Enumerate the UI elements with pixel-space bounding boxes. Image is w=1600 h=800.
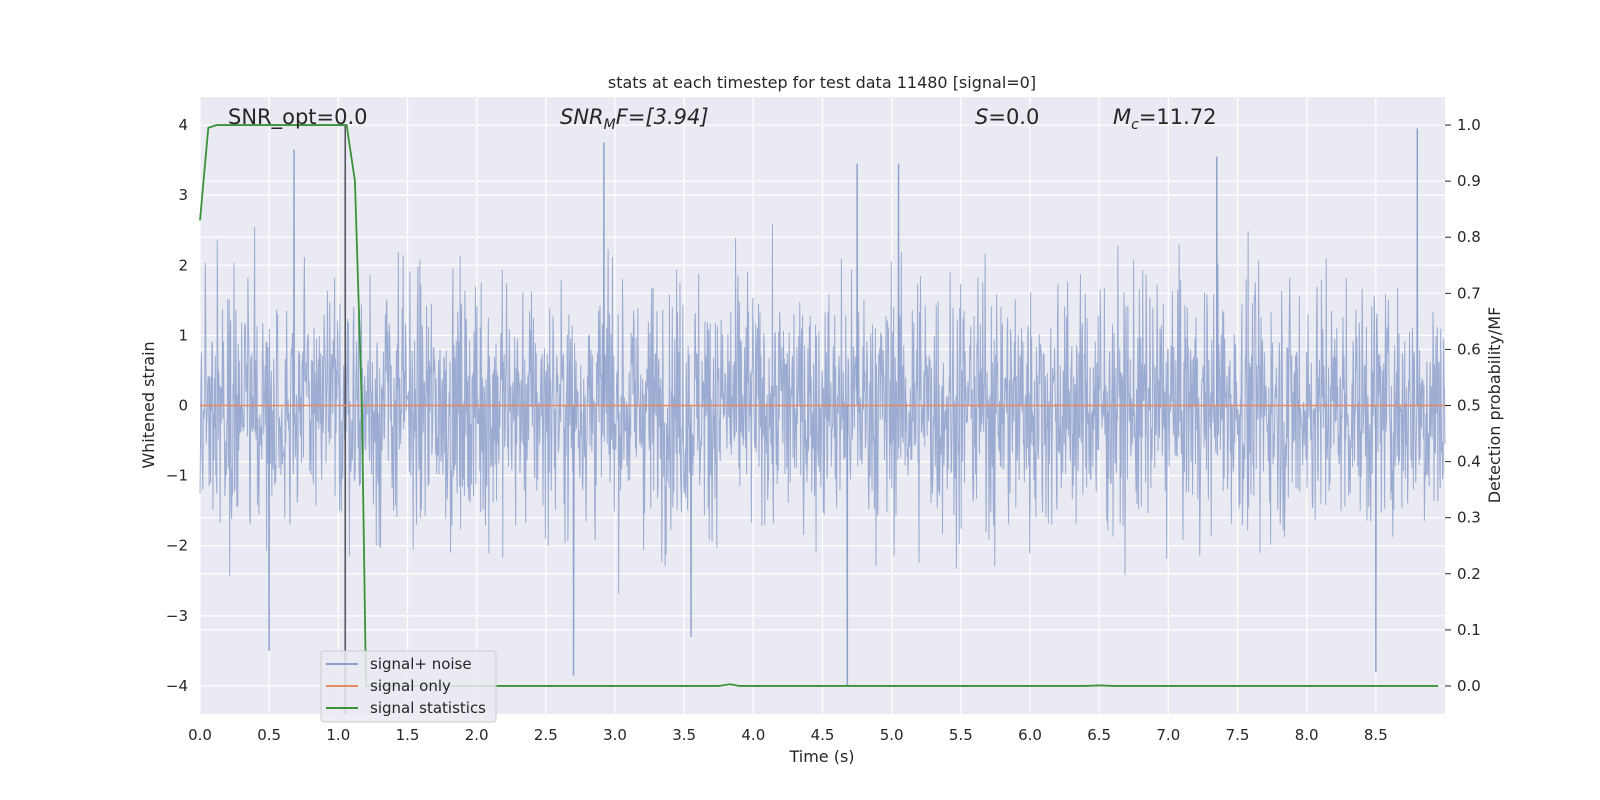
x-tick-label: 7.0: [1156, 726, 1180, 744]
x-tick-label: 3.0: [603, 726, 627, 744]
x-tick-label: 2.0: [465, 726, 489, 744]
x-tick-label: 8.0: [1295, 726, 1319, 744]
y-tick-label: 1: [178, 326, 188, 344]
y-axis-ticks: −4 −3 −2 −1 0 1 2 3 4: [166, 116, 188, 695]
legend-label-signal-statistics: signal statistics: [370, 699, 486, 717]
chart-title: stats at each timestep for test data 114…: [608, 73, 1036, 92]
y2-axis-ticks: 0.0 0.1 0.2 0.3 0.4 0.5 0.6 0.7 0.8 0.9 1.0: [1445, 116, 1481, 695]
y2-tick-label: 1.0: [1457, 116, 1481, 134]
y-tick-label: 2: [178, 256, 188, 274]
y2-axis-label: Detection probability/MF: [1485, 307, 1504, 504]
x-tick-label: 0.0: [188, 726, 212, 744]
y-axis-label: Whitened strain: [139, 341, 158, 468]
x-tick-label: 7.5: [1226, 726, 1250, 744]
annotation-snr-opt: SNR_opt=0.0: [228, 105, 368, 130]
y-tick-label: 4: [178, 116, 188, 134]
y2-tick-label: 0.5: [1457, 397, 1481, 415]
y2-tick-label: 0.8: [1457, 228, 1481, 246]
signal-plus-noise-line: [199, 128, 1446, 686]
y2-tick-label: 0.4: [1457, 453, 1481, 471]
y-tick-label: −4: [166, 677, 188, 695]
x-tick-label: 6.0: [1018, 726, 1042, 744]
x-axis-label: Time (s): [788, 747, 854, 766]
x-tick-label: 4.0: [741, 726, 765, 744]
y2-tick-label: 0.1: [1457, 621, 1481, 639]
series-signal-plus-noise: [199, 128, 1446, 686]
x-tick-label: 5.0: [880, 726, 904, 744]
x-tick-label: 1.0: [326, 726, 350, 744]
legend-box: [320, 650, 497, 723]
x-tick-label: 6.5: [1087, 726, 1111, 744]
y2-tick-label: 0.6: [1457, 340, 1481, 358]
x-tick-label: 3.5: [672, 726, 696, 744]
legend: signal+ noise signal only signal statist…: [320, 650, 497, 723]
y2-tick-label: 0.9: [1457, 172, 1481, 190]
x-tick-label: 8.5: [1364, 726, 1388, 744]
annotation-snr-mf: SNRMF=[3.94]: [560, 105, 709, 133]
y-tick-label: −1: [166, 467, 188, 485]
x-tick-label: 1.5: [396, 726, 420, 744]
y-tick-label: −3: [166, 607, 188, 625]
legend-label-signal-plus-noise: signal+ noise: [370, 655, 472, 673]
y2-tick-label: 0.2: [1457, 565, 1481, 583]
annotation-s: S=0.0: [975, 105, 1039, 129]
x-axis-ticks: 0.0 0.5 1.0 1.5 2.0 2.5 3.0 3.5 4.0 4.5 5.0 5.5 6.0 6…: [188, 726, 1388, 744]
legend-label-signal-only: signal only: [370, 677, 451, 695]
y2-tick-label: 0.7: [1457, 284, 1481, 302]
x-tick-label: 4.5: [811, 726, 835, 744]
y-tick-label: 0: [178, 397, 188, 415]
y-tick-label: 3: [178, 186, 188, 204]
y2-tick-label: 0.3: [1457, 509, 1481, 527]
x-tick-label: 2.5: [534, 726, 558, 744]
x-tick-label: 5.5: [949, 726, 973, 744]
y-tick-label: −2: [166, 537, 188, 555]
y2-tick-label: 0.0: [1457, 677, 1481, 695]
annotation-mc: Mc=11.72: [1113, 105, 1217, 133]
x-tick-label: 0.5: [257, 726, 281, 744]
